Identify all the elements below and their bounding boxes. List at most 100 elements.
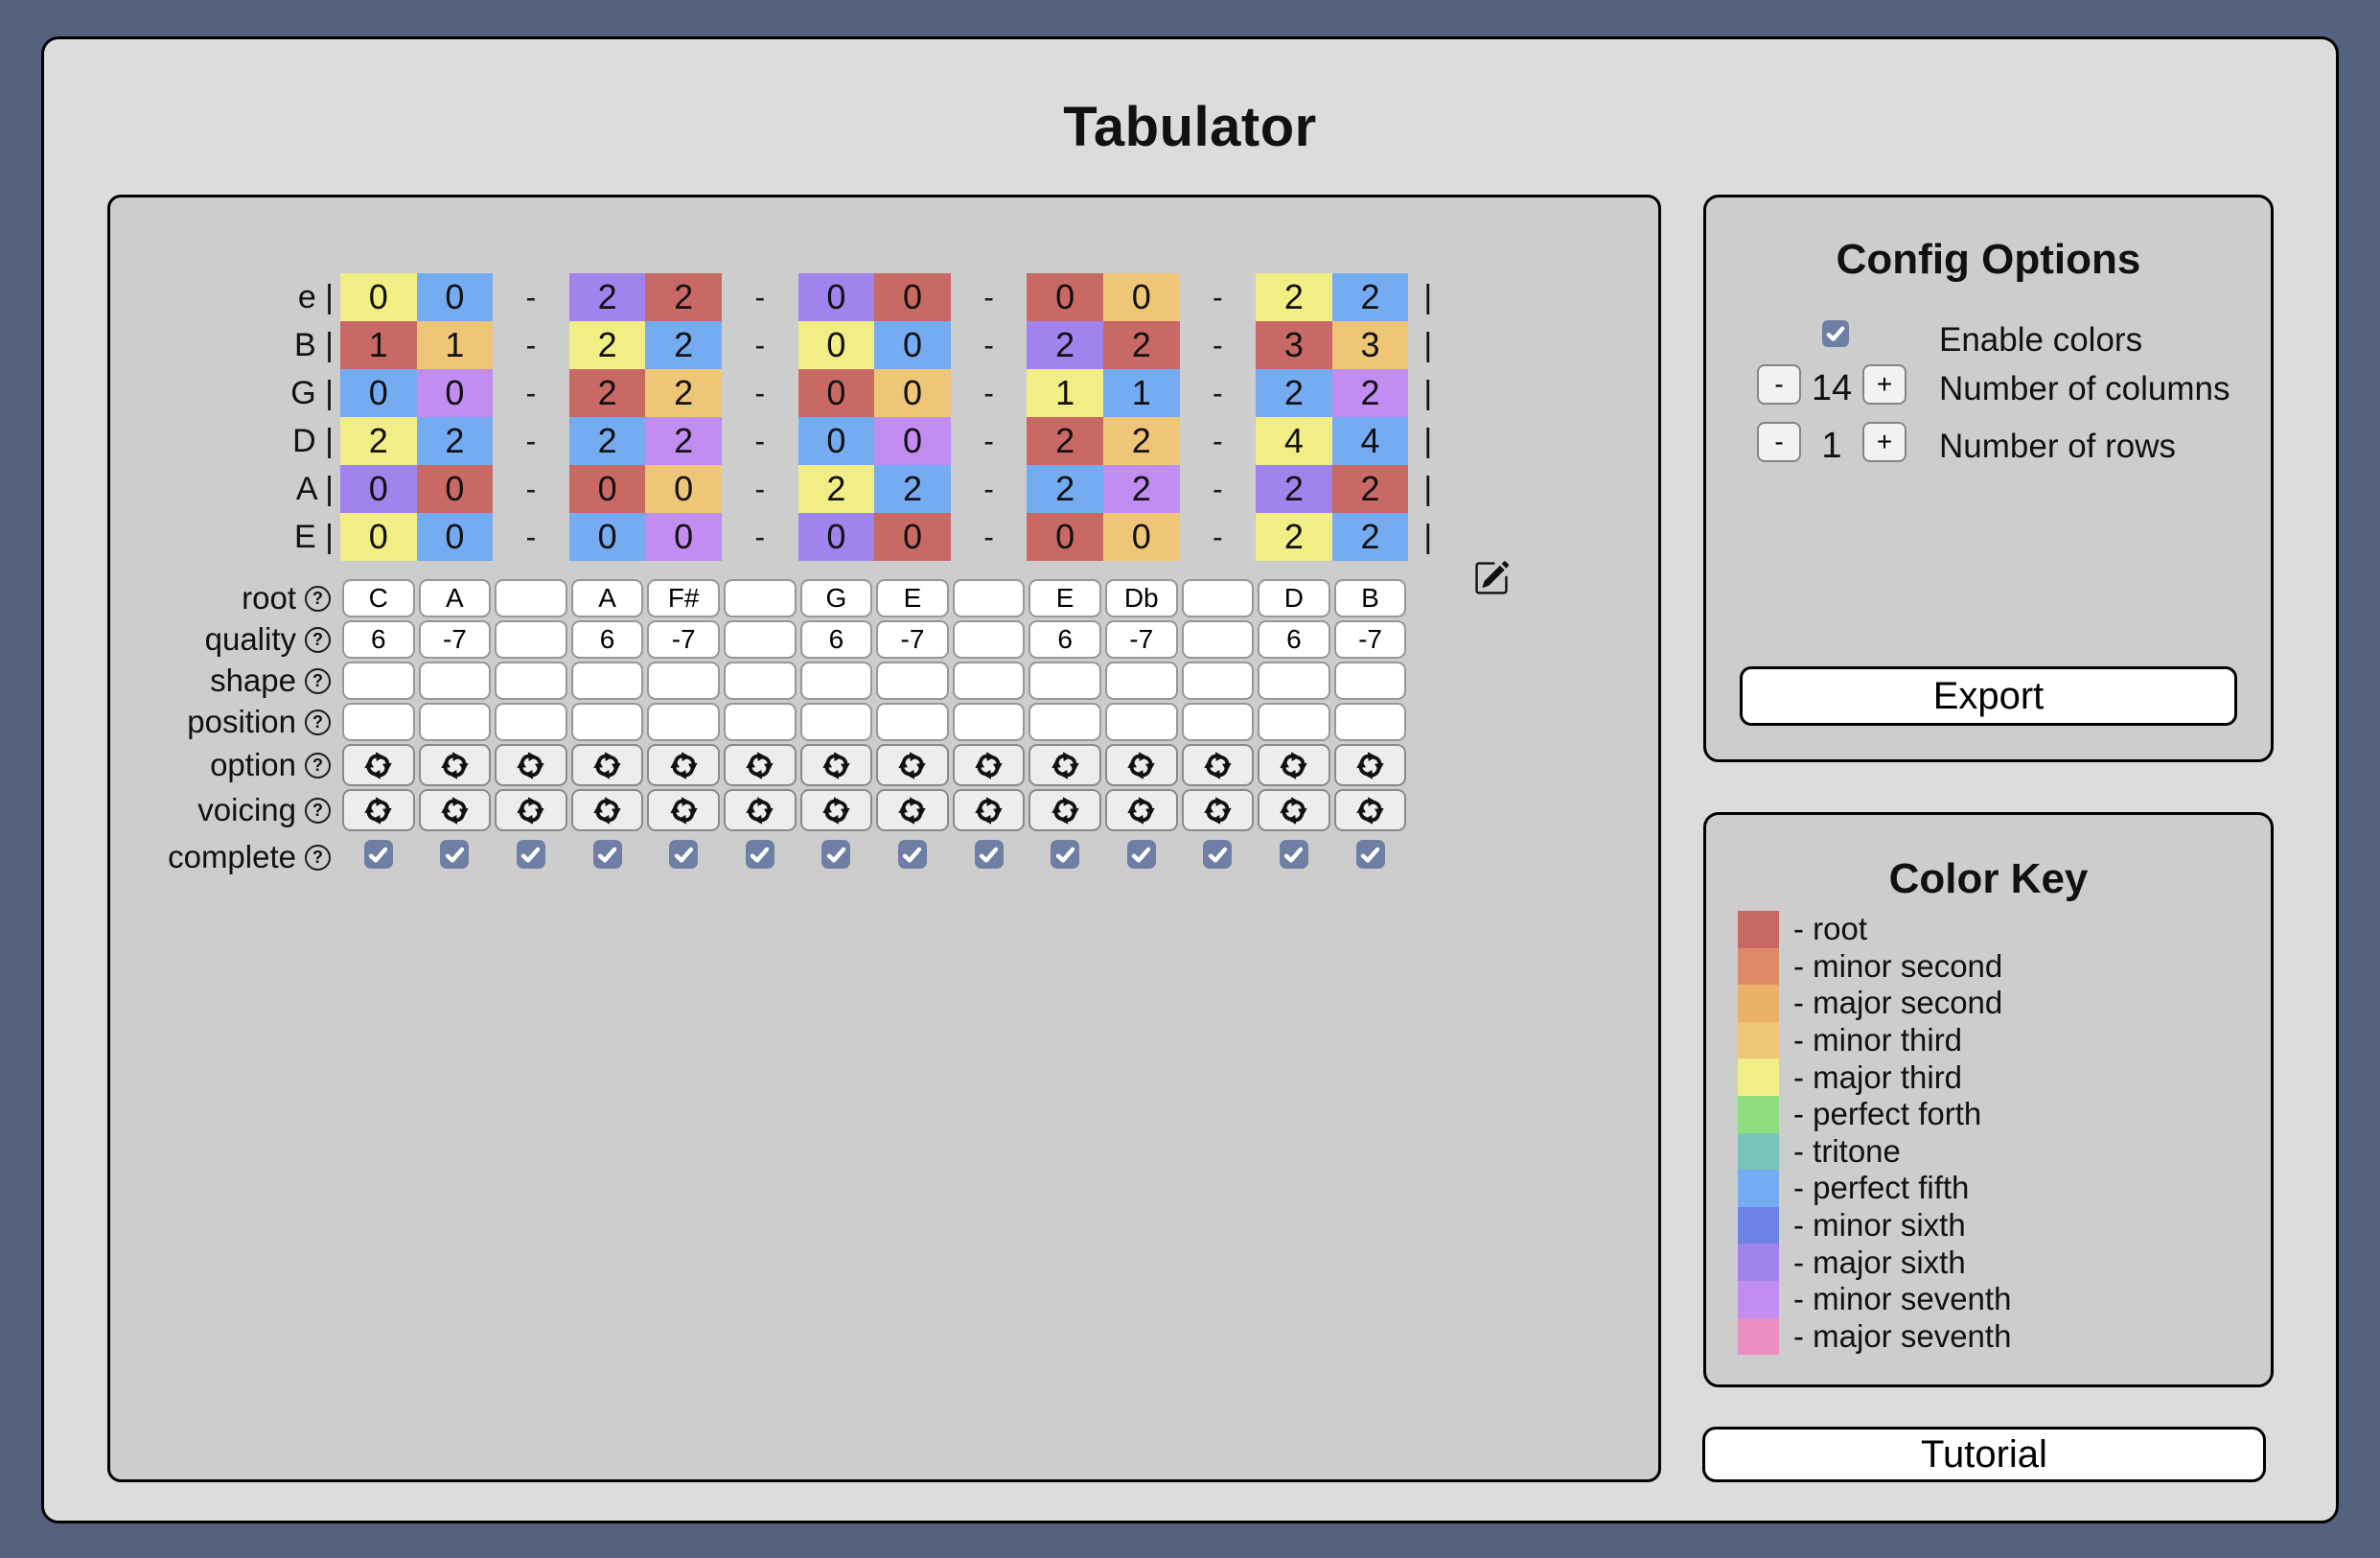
root-input[interactable] [1258, 579, 1330, 617]
complete-checkbox[interactable] [1051, 840, 1080, 869]
quality-input[interactable] [876, 620, 949, 659]
option-cycle-button[interactable] [799, 744, 873, 786]
position-input[interactable] [952, 703, 1026, 741]
quality-input[interactable] [495, 620, 567, 659]
option-cycle-button[interactable] [1104, 744, 1178, 786]
option-cycle-button[interactable] [418, 744, 492, 786]
shape-input[interactable] [1181, 662, 1255, 700]
position-input[interactable] [876, 703, 949, 741]
option-cycle-button[interactable] [647, 744, 720, 786]
quality-input[interactable] [723, 620, 797, 659]
position-input[interactable] [723, 703, 797, 741]
complete-checkbox[interactable] [516, 840, 545, 869]
complete-checkbox[interactable] [1279, 840, 1308, 869]
complete-checkbox[interactable] [821, 840, 851, 869]
complete-checkbox[interactable] [592, 840, 622, 869]
complete-checkbox[interactable] [1126, 840, 1156, 869]
root-input[interactable] [1028, 579, 1101, 617]
voicing-cycle-button[interactable] [876, 789, 949, 831]
root-input[interactable] [952, 579, 1026, 617]
root-input[interactable] [1181, 579, 1255, 617]
option-cycle-button[interactable] [495, 744, 567, 786]
quality-input[interactable] [799, 620, 873, 659]
quality-input[interactable] [647, 620, 720, 659]
option-cycle-button[interactable] [570, 744, 644, 786]
complete-checkbox[interactable] [1355, 840, 1385, 869]
shape-input[interactable] [570, 662, 644, 700]
help-icon[interactable]: ? [305, 585, 331, 612]
shape-input[interactable] [723, 662, 797, 700]
complete-checkbox[interactable] [897, 840, 927, 869]
quality-input[interactable] [1028, 620, 1101, 659]
voicing-cycle-button[interactable] [647, 789, 720, 831]
shape-input[interactable] [1333, 662, 1407, 700]
position-input[interactable] [418, 703, 492, 741]
root-input[interactable] [570, 579, 644, 617]
position-input[interactable] [1181, 703, 1255, 741]
option-cycle-button[interactable] [1028, 744, 1101, 786]
quality-input[interactable] [1333, 620, 1407, 659]
quality-input[interactable] [342, 620, 415, 659]
shape-input[interactable] [647, 662, 720, 700]
option-cycle-button[interactable] [342, 744, 415, 786]
columns-decrement-button[interactable]: - [1757, 364, 1801, 405]
shape-input[interactable] [952, 662, 1026, 700]
voicing-cycle-button[interactable] [570, 789, 644, 831]
help-icon[interactable]: ? [305, 797, 331, 824]
voicing-cycle-button[interactable] [1181, 789, 1255, 831]
complete-checkbox[interactable] [745, 840, 774, 869]
root-input[interactable] [1104, 579, 1178, 617]
quality-input[interactable] [1104, 620, 1178, 659]
shape-input[interactable] [342, 662, 415, 700]
help-icon[interactable]: ? [305, 667, 331, 694]
help-icon[interactable]: ? [305, 844, 331, 871]
export-button[interactable]: Export [1740, 666, 2237, 726]
root-input[interactable] [418, 579, 492, 617]
position-input[interactable] [1028, 703, 1101, 741]
quality-input[interactable] [570, 620, 644, 659]
voicing-cycle-button[interactable] [342, 789, 415, 831]
position-input[interactable] [570, 703, 644, 741]
option-cycle-button[interactable] [1181, 744, 1255, 786]
voicing-cycle-button[interactable] [799, 789, 873, 831]
complete-checkbox[interactable] [669, 840, 699, 869]
position-input[interactable] [1104, 703, 1178, 741]
voicing-cycle-button[interactable] [1104, 789, 1178, 831]
enable-colors-checkbox[interactable] [1822, 320, 1849, 347]
option-cycle-button[interactable] [723, 744, 797, 786]
shape-input[interactable] [1028, 662, 1101, 700]
help-icon[interactable]: ? [305, 626, 331, 653]
voicing-cycle-button[interactable] [1028, 789, 1101, 831]
option-cycle-button[interactable] [1333, 744, 1407, 786]
option-cycle-button[interactable] [1258, 744, 1330, 786]
quality-input[interactable] [418, 620, 492, 659]
option-cycle-button[interactable] [876, 744, 949, 786]
voicing-cycle-button[interactable] [952, 789, 1026, 831]
voicing-cycle-button[interactable] [1258, 789, 1330, 831]
root-input[interactable] [876, 579, 949, 617]
position-input[interactable] [1258, 703, 1330, 741]
voicing-cycle-button[interactable] [1333, 789, 1407, 831]
root-input[interactable] [495, 579, 567, 617]
quality-input[interactable] [1258, 620, 1330, 659]
complete-checkbox[interactable] [1203, 840, 1233, 869]
shape-input[interactable] [876, 662, 949, 700]
position-input[interactable] [342, 703, 415, 741]
help-icon[interactable]: ? [305, 709, 331, 735]
shape-input[interactable] [418, 662, 492, 700]
help-icon[interactable]: ? [305, 752, 331, 779]
complete-checkbox[interactable] [974, 840, 1004, 869]
shape-input[interactable] [495, 662, 567, 700]
shape-input[interactable] [799, 662, 873, 700]
shape-input[interactable] [1258, 662, 1330, 700]
root-input[interactable] [342, 579, 415, 617]
option-cycle-button[interactable] [952, 744, 1026, 786]
rows-decrement-button[interactable]: - [1757, 422, 1801, 462]
voicing-cycle-button[interactable] [495, 789, 567, 831]
columns-increment-button[interactable]: + [1862, 364, 1906, 405]
rows-increment-button[interactable]: + [1862, 422, 1906, 462]
tutorial-button[interactable]: Tutorial [1702, 1427, 2266, 1482]
position-input[interactable] [647, 703, 720, 741]
quality-input[interactable] [1181, 620, 1255, 659]
root-input[interactable] [1333, 579, 1407, 617]
